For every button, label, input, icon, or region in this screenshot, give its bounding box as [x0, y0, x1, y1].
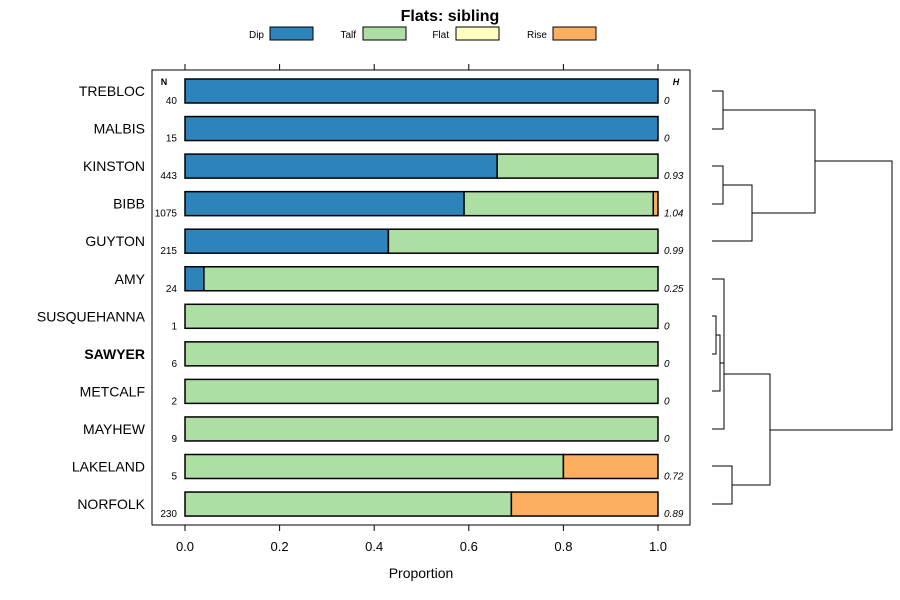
x-tick-label: 0.2 — [271, 539, 289, 554]
legend-label-talf: Talf — [340, 30, 356, 41]
legend: Dip Talf Flat Rise — [249, 26, 597, 41]
n-value-amy: 24 — [166, 284, 178, 295]
dendrogram-branch — [770, 160, 893, 431]
bar-segment-amy-dip — [184, 266, 205, 292]
category-label-norfolk: NORFOLK — [77, 496, 145, 512]
category-label-trebloc: TREBLOC — [79, 83, 145, 99]
bar-segment-sawyer-talf — [184, 341, 659, 367]
bar-segment-guyton-talf — [387, 228, 659, 254]
x-tick-label: 1.0 — [649, 539, 667, 554]
legend-label-flat: Flat — [432, 30, 449, 41]
bar-segment-lakeland-talf — [184, 453, 565, 480]
bar-segment-bibb-rise — [652, 190, 659, 217]
n-value-metcalf: 2 — [171, 396, 177, 407]
n-value-mayhew: 9 — [171, 434, 177, 445]
category-label-amy: AMY — [115, 271, 146, 287]
category-label-sawyer: SAWYER — [84, 346, 145, 362]
h-value-amy: 0.25 — [664, 284, 684, 295]
category-label-lakeland: LAKELAND — [72, 459, 145, 475]
chart-title: Flats: sibling — [401, 8, 500, 25]
x-tick-label: 0.4 — [365, 539, 383, 554]
n-value-kinston: 443 — [160, 171, 177, 182]
n-value-susquehanna: 1 — [171, 321, 177, 332]
legend-swatch-talf — [362, 26, 407, 41]
h-value-guyton: 0.99 — [664, 246, 684, 257]
category-label-malbis: MALBIS — [94, 121, 145, 137]
legend-swatch-rise — [552, 26, 597, 41]
dendrogram-branch — [712, 90, 724, 130]
x-tick-label: 0.8 — [554, 539, 572, 554]
x-tick-label: 0.6 — [460, 539, 478, 554]
bar-segment-norfolk-rise — [510, 491, 659, 517]
n-value-malbis: 15 — [166, 134, 178, 145]
legend-swatch-flat — [455, 26, 500, 41]
h-value-bibb: 1.04 — [664, 209, 684, 220]
n-value-bibb: 1075 — [155, 209, 178, 220]
bar-segment-guyton-dip — [184, 228, 390, 254]
category-label-metcalf: METCALF — [80, 383, 145, 399]
n-value-trebloc: 40 — [166, 96, 178, 107]
h-value-metcalf: 0 — [664, 396, 670, 407]
category-label-guyton: GUYTON — [85, 233, 145, 249]
bar-segment-lakeland-rise — [562, 453, 659, 480]
dendrogram-branch — [712, 465, 733, 505]
h-column-header: H — [673, 77, 680, 87]
n-value-sawyer: 6 — [171, 359, 177, 370]
n-value-norfolk: 230 — [160, 509, 177, 520]
legend-label-dip: Dip — [249, 30, 264, 41]
h-value-kinston: 0.93 — [664, 171, 684, 182]
n-value-lakeland: 5 — [171, 472, 177, 483]
bar-segment-mayhew-talf — [184, 416, 659, 442]
h-value-malbis: 0 — [664, 134, 670, 145]
dendrogram-branch — [712, 315, 717, 355]
category-label-kinston: KINSTON — [83, 158, 145, 174]
dendrogram-branch — [712, 278, 725, 364]
dendrogram-branch — [724, 373, 771, 486]
bar-segment-amy-talf — [203, 266, 659, 292]
x-axis: 0.0 0.2 0.4 0.6 0.8 1.0 — [176, 64, 667, 554]
h-value-sawyer: 0 — [664, 359, 670, 370]
bar-segment-metcalf-talf — [184, 378, 659, 405]
bar-segment-bibb-dip — [184, 190, 465, 217]
legend-swatch-dip — [269, 26, 314, 41]
bar-segment-bibb-talf — [463, 190, 655, 217]
category-label-bibb: BIBB — [113, 196, 145, 212]
x-tick-label: 0.0 — [176, 539, 194, 554]
dendrogram-branch — [712, 184, 753, 242]
h-value-susquehanna: 0 — [664, 321, 670, 332]
bar-segment-trebloc-dip — [184, 78, 659, 104]
bar-segment-susquehanna-talf — [184, 303, 659, 330]
legend-label-rise: Rise — [527, 30, 547, 41]
bar-segment-kinston-dip — [184, 153, 498, 179]
dendrogram — [712, 90, 893, 505]
h-value-mayhew: 0 — [664, 434, 670, 445]
h-value-norfolk: 0.89 — [664, 509, 684, 520]
n-value-guyton: 215 — [160, 246, 177, 257]
plot-frame — [151, 69, 691, 526]
bar-segment-malbis-dip — [184, 115, 659, 142]
category-label-susquehanna: SUSQUEHANNA — [37, 308, 146, 324]
x-axis-title: Proportion — [389, 565, 454, 581]
category-label-mayhew: MAYHEW — [83, 421, 146, 437]
dendrogram-branch — [723, 109, 816, 214]
bar-segment-kinston-talf — [496, 153, 659, 179]
h-value-lakeland: 0.72 — [664, 472, 684, 483]
bar-segment-norfolk-talf — [184, 491, 513, 517]
dendrogram-branch — [712, 320, 725, 430]
h-value-trebloc: 0 — [664, 96, 670, 107]
n-column-header: N — [161, 77, 168, 87]
dendrogram-branch — [712, 165, 724, 205]
